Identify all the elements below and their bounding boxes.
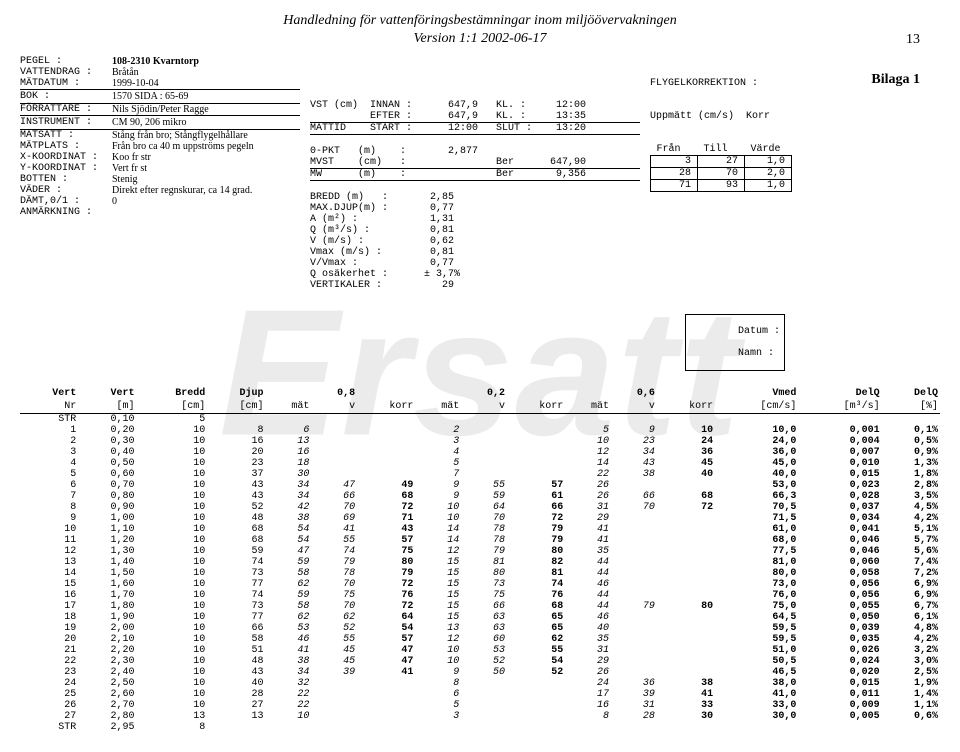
header-left: PEGEL :108-2310 KvarntorpVATTENDRAG :Brå…	[20, 56, 300, 381]
header-blocks: PEGEL :108-2310 KvarntorpVATTENDRAG :Brå…	[20, 56, 940, 381]
korr-table: FrånTillVärde3271,028702,071931,0	[650, 144, 792, 192]
doc-title: Handledning för vattenföringsbestämninga…	[20, 12, 940, 48]
data-table: VertVertBreddDjup0,80,20,6VmedDelQDelQNr…	[20, 387, 940, 733]
datum-box: Datum : Namn :	[686, 315, 784, 370]
header-mid: Q = 0,812 W = 9,36 VST (cm) INNAN : 647,…	[310, 56, 640, 381]
page-number: 13	[906, 32, 920, 48]
header-right: FLYGELKORREKTION : Uppmätt (cm/s) Korr F…	[650, 56, 940, 381]
bilaga-label: Bilaga 1	[871, 72, 920, 88]
title-line2: Version 1:1 2002-06-17	[414, 31, 547, 46]
title-line1: Handledning för vattenföringsbestämninga…	[283, 13, 677, 28]
upp-label: Uppmätt (cm/s) Korr	[650, 111, 940, 122]
